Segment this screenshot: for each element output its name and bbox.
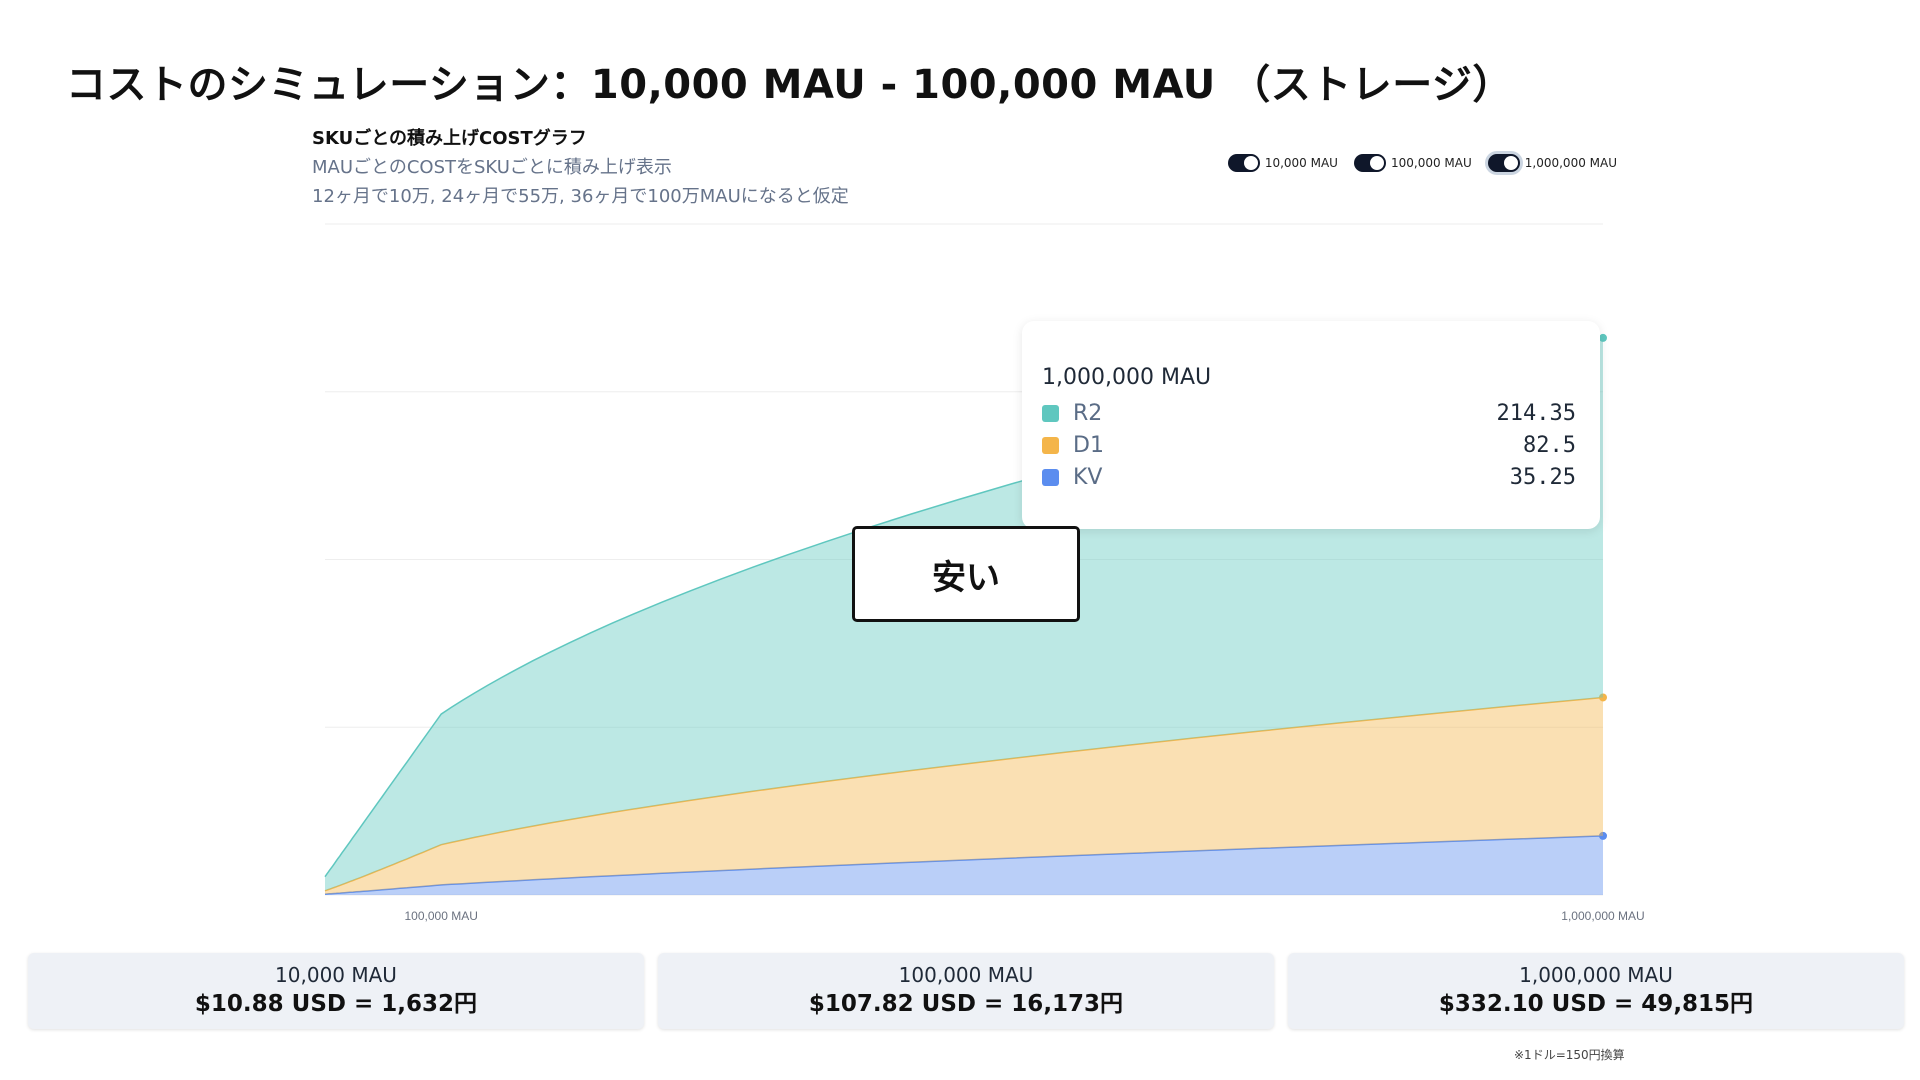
legend-toggle-100k[interactable]: 100,000 MAU	[1353, 154, 1472, 172]
exchange-rate-footnote: ※1ドル=150円換算	[1514, 1048, 1625, 1062]
legend-label: 100,000 MAU	[1390, 156, 1472, 170]
toggle-switch[interactable]	[1353, 154, 1386, 172]
area-kv	[325, 835, 1603, 895]
toggle-switch[interactable]	[1227, 154, 1260, 172]
summary-label: 10,000 MAU	[275, 963, 397, 987]
legend: 10,000 MAU 100,000 MAU 1,000,000 MAU	[1227, 154, 1617, 172]
tooltip: 1,000,000 MAU R2 214.35 D1 82.5 KV 35.25	[1022, 321, 1600, 529]
summary-value: $332.10 USD = 49,815円	[1438, 991, 1754, 1017]
tooltip-title: 1,000,000 MAU	[1042, 365, 1212, 390]
legend-toggle-1m[interactable]: 1,000,000 MAU	[1487, 154, 1617, 172]
summary-label: 1,000,000 MAU	[1519, 963, 1673, 987]
swatch-kv	[1042, 468, 1059, 486]
legend-label: 10,000 MAU	[1264, 156, 1338, 170]
endpoint-d1	[1599, 693, 1607, 702]
summary-box-1m: 1,000,000 MAU $332.10 USD = 49,815円	[1288, 953, 1904, 1029]
swatch-r2	[1042, 404, 1059, 422]
cheap-callout: 安い	[852, 526, 1080, 622]
chart-title: SKUごとの積み上げCOSTグラフ	[312, 128, 587, 149]
line-kv	[324, 835, 1604, 895]
tooltip-row-kv: KV 35.25	[1042, 464, 1576, 490]
tooltip-row-value: 214.35	[1496, 400, 1576, 426]
line-d1	[324, 696, 1604, 892]
slide-title: コストのシミュレーション：10,000 MAU - 100,000 MAU （ス…	[66, 62, 1513, 108]
endpoint-kv	[1599, 831, 1607, 840]
tooltip-row-name: R2	[1073, 400, 1103, 426]
legend-toggle-10k[interactable]: 10,000 MAU	[1227, 154, 1338, 172]
summary-value: $10.88 USD = 1,632円	[194, 991, 478, 1017]
legend-label: 1,000,000 MAU	[1524, 156, 1617, 170]
tooltip-row-name: D1	[1073, 432, 1104, 458]
summary-box-100k: 100,000 MAU $107.82 USD = 16,173円	[658, 953, 1274, 1029]
summary-value: $107.82 USD = 16,173円	[808, 991, 1124, 1017]
toggle-switch[interactable]	[1487, 154, 1520, 172]
tooltip-row-r2: R2 214.35	[1042, 400, 1576, 426]
chart-subtitle-2: 12ヶ月で10万, 24ヶ月で55万, 36ヶ月で100万MAUになると仮定	[312, 186, 849, 207]
summary-label: 100,000 MAU	[898, 963, 1034, 987]
endpoint-r2	[1599, 333, 1607, 342]
chart-subtitle-1: MAUごとのCOSTをSKUごとに積み上げ表示	[312, 157, 672, 178]
x-tick-label: 100,000 MAU	[404, 909, 477, 923]
x-tick-label: 1,000,000 MAU	[1561, 909, 1644, 923]
tooltip-row-name: KV	[1073, 464, 1103, 490]
area-d1	[325, 697, 1603, 895]
tooltip-row-value: 82.5	[1523, 432, 1576, 458]
line-r2	[324, 337, 1604, 878]
tooltip-row-d1: D1 82.5	[1042, 432, 1576, 458]
tooltip-row-value: 35.25	[1509, 464, 1576, 490]
summary-box-10k: 10,000 MAU $10.88 USD = 1,632円	[28, 953, 644, 1029]
swatch-d1	[1042, 436, 1059, 454]
